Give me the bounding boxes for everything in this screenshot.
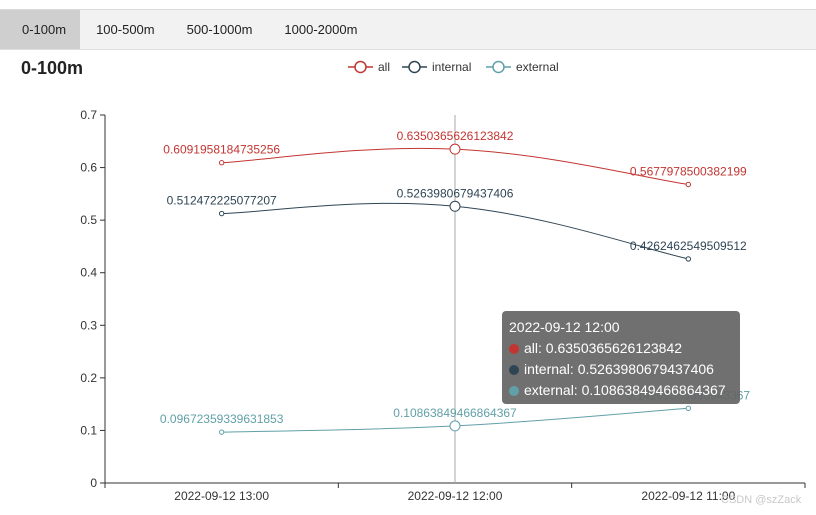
tab-500-1000m[interactable]: 500-1000m: [186, 22, 253, 37]
watermark: CSDN @szZack: [721, 494, 802, 506]
chart-title: 0-100m: [21, 58, 84, 78]
data-point-internal: [685, 256, 692, 262]
y-tick-label: 0.4: [80, 266, 97, 280]
tooltip-text-all: all: 0.6350365626123842: [524, 340, 683, 356]
y-tick-label: 0.6: [80, 161, 97, 175]
data-label-internal: 0.512472225077207: [167, 194, 277, 208]
y-tick-label: 0.2: [80, 371, 97, 385]
data-point-internal: [218, 210, 225, 217]
data-point-all: [685, 181, 692, 188]
y-tick-label: 0.1: [80, 423, 97, 437]
y-tick-label: 0: [90, 476, 97, 490]
data-point-external: [218, 429, 225, 435]
tab-bar: 0-100m 100-500m 500-1000m 1000-2000m: [0, 10, 816, 50]
legend-label-all: all: [378, 60, 390, 74]
tooltip-text-external: external: 0.10863849466864367: [524, 382, 726, 398]
data-point-external: [685, 405, 692, 411]
tooltip-dot-internal: [509, 364, 519, 375]
top-bar: [0, 0, 816, 10]
y-tick-label: 0.5: [80, 213, 97, 227]
tooltip-row-external: external: 0.10863849466864367: [509, 380, 733, 401]
y-tick-label: 0.7: [80, 108, 97, 122]
data-point-internal: [449, 200, 461, 212]
data-label-external: 0.09672359339631853: [160, 412, 284, 426]
data-label-all: 0.6350365626123842: [397, 129, 514, 143]
tooltip-header: 2022-09-12 12:00: [509, 319, 620, 335]
data-point-all: [449, 143, 461, 155]
legend-marker-internal: [408, 60, 421, 74]
tooltip-text-internal: internal: 0.5263980679437406: [524, 361, 714, 377]
tooltip-dot-all: [509, 343, 519, 354]
data-label-internal: 0.4262462549509512: [630, 239, 747, 253]
tooltip-row-internal: internal: 0.5263980679437406: [509, 359, 733, 380]
data-point-external: [449, 420, 461, 432]
y-tick-label: 0.3: [80, 318, 97, 332]
legend-marker-all: [354, 60, 367, 74]
data-label-all: 0.5677978500382199: [630, 165, 747, 179]
legend-label-internal: internal: [432, 60, 471, 74]
tooltip-row-all: all: 0.6350365626123842: [509, 338, 733, 359]
x-tick-label: 2022-09-12 13:00: [174, 489, 269, 503]
data-label-internal: 0.5263980679437406: [397, 186, 514, 200]
tooltip-dot-external: [509, 385, 519, 396]
legend-marker-external: [492, 60, 505, 74]
legend-label-external: external: [516, 60, 559, 74]
tab-0-100m[interactable]: 0-100m: [0, 10, 81, 49]
data-point-all: [218, 160, 225, 166]
x-tick-label: 2022-09-12 11:00: [641, 489, 735, 503]
data-label-external: 0.10863849466864367: [393, 406, 517, 420]
chart-tooltip: 2022-09-12 12:00 all: 0.6350365626123842…: [502, 311, 740, 404]
x-tick-label: 2022-09-12 12:00: [408, 489, 503, 503]
tab-100-500m[interactable]: 100-500m: [96, 22, 155, 37]
tab-1000-2000m[interactable]: 1000-2000m: [284, 22, 358, 37]
data-label-all: 0.6091958184735256: [163, 143, 280, 157]
